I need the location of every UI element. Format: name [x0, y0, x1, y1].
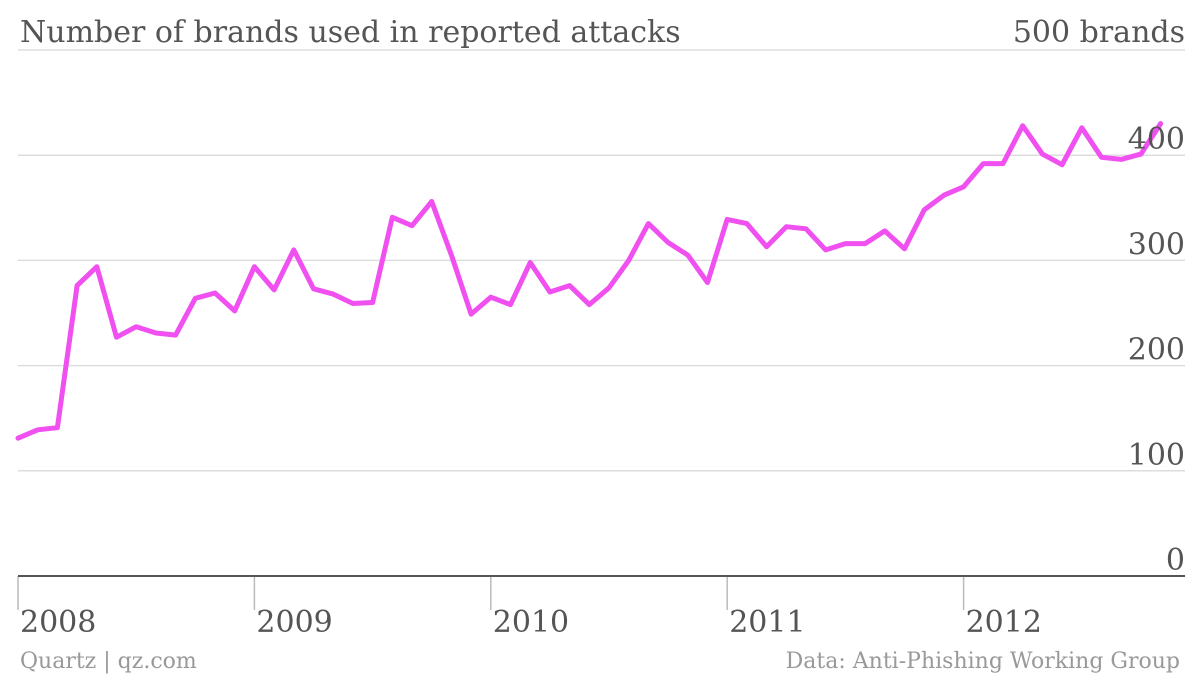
- x-tick-label: 2011: [729, 605, 805, 640]
- y-tick-label: 0: [1166, 543, 1185, 578]
- x-tick-label: 2009: [256, 605, 332, 640]
- x-tick-label: 2010: [493, 605, 569, 640]
- y-unit-label: 500 brands: [1013, 15, 1185, 50]
- x-tick-label: 2012: [966, 605, 1042, 640]
- y-tick-label: 300: [1128, 227, 1185, 262]
- y-tick-label: 100: [1128, 438, 1185, 473]
- y-tick-label: 200: [1128, 333, 1185, 368]
- y-tick-label: 400: [1128, 122, 1185, 157]
- gridlines: [18, 49, 1185, 472]
- series-layer: [15, 121, 1164, 441]
- x-tick-label: 2008: [20, 605, 96, 640]
- series-line: [15, 121, 1164, 441]
- y-axis-labels: 100 200 300 400 0: [1128, 122, 1185, 578]
- footer-credit: Quartz | qz.com: [20, 649, 197, 674]
- x-axis-ticks: [17, 576, 965, 610]
- footer-source: Data: Anti-Phishing Working Group: [786, 649, 1180, 674]
- chart-title: Number of brands used in reported attack…: [20, 15, 681, 50]
- x-axis-labels: 2008 2009 2010 2011 2012: [20, 605, 1042, 640]
